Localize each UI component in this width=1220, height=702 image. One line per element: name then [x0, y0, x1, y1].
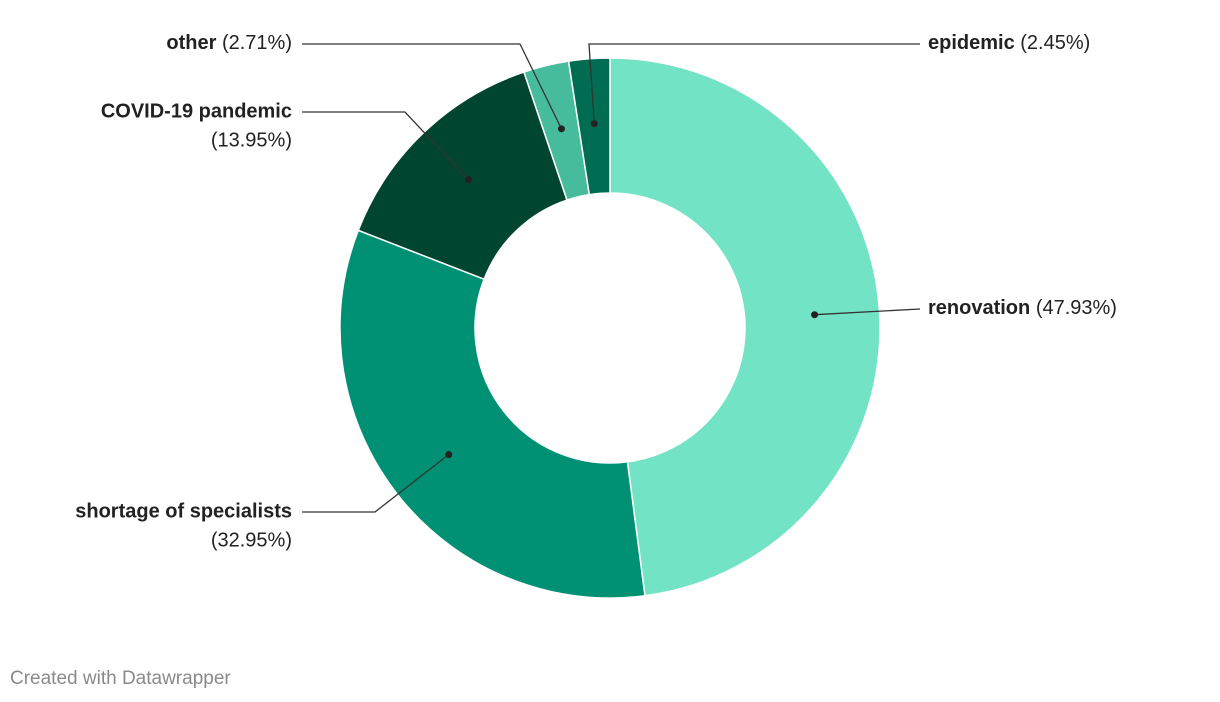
label: other (2.71%) [166, 32, 292, 54]
leader-dot [464, 176, 472, 184]
label-value: (32.95%) [211, 529, 292, 551]
leader-line [302, 111, 469, 181]
leader-line [302, 43, 563, 130]
leader-dot [590, 120, 598, 128]
slice [609, 57, 881, 597]
leader-dot [811, 311, 819, 319]
leader-line [814, 308, 921, 316]
leader-dot [445, 451, 453, 459]
label: epidemic (2.45%) [928, 32, 1090, 54]
leader-line [588, 43, 920, 124]
label-value: (13.95%) [211, 129, 292, 151]
label-value: (2.45%) [1020, 32, 1090, 54]
label-name: epidemic [928, 32, 1015, 54]
label-name: renovation [928, 297, 1030, 319]
label-value: (2.71%) [222, 32, 292, 54]
label-name: other [166, 32, 216, 54]
leader-line [302, 454, 450, 513]
slice [339, 229, 646, 599]
slice [357, 71, 568, 281]
slice [567, 57, 611, 196]
leader-dot [557, 125, 565, 133]
label-name: COVID-19 pandemic [101, 100, 292, 122]
label-value: (47.93%) [1036, 297, 1117, 319]
credit: Created with Datawrapper [10, 668, 231, 689]
label-name: shortage of specialists [75, 500, 292, 522]
label: renovation (47.93%) [928, 297, 1117, 319]
